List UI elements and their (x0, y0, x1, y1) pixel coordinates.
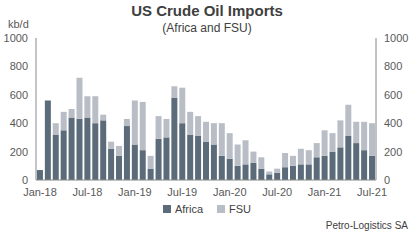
svg-text:1000: 1000 (8, 32, 28, 44)
svg-text:Jul-21: Jul-21 (357, 186, 387, 198)
html-text:Petro-Logistics SA: Petro-Logistics SA (325, 220, 408, 231)
html-text:US Crude Oil Imports: US Crude Oil Imports (131, 2, 283, 19)
svg-text:200: 200 (10, 146, 28, 158)
svg-text:600: 600 (384, 89, 402, 101)
svg-text:1000: 1000 (384, 32, 406, 44)
svg-text:0: 0 (22, 174, 28, 186)
svg-text:800: 800 (384, 60, 402, 72)
html-text:Africa: Africa (174, 203, 204, 215)
svg-text:600: 600 (10, 89, 28, 101)
svg-text:Jul-20: Jul-20 (262, 186, 292, 198)
svg-text:0: 0 (384, 174, 390, 186)
svg-text:Jan-21: Jan-21 (308, 186, 342, 198)
svg-text:800: 800 (10, 60, 28, 72)
html-text:FSU: FSU (229, 203, 252, 215)
svg-text:Jan-19: Jan-19 (118, 186, 152, 198)
svg-text:200: 200 (384, 146, 402, 158)
svg-text:Jan-18: Jan-18 (23, 186, 57, 198)
html-text:kb/d: kb/d (8, 18, 29, 30)
svg-text:Jul-18: Jul-18 (72, 186, 102, 198)
svg-text:Jan-20: Jan-20 (213, 186, 247, 198)
html-text:(Africa and FSU): (Africa and FSU) (162, 21, 252, 35)
svg-text:400: 400 (384, 117, 402, 129)
svg-text:400: 400 (10, 117, 28, 129)
svg-text:Jul-19: Jul-19 (167, 186, 197, 198)
